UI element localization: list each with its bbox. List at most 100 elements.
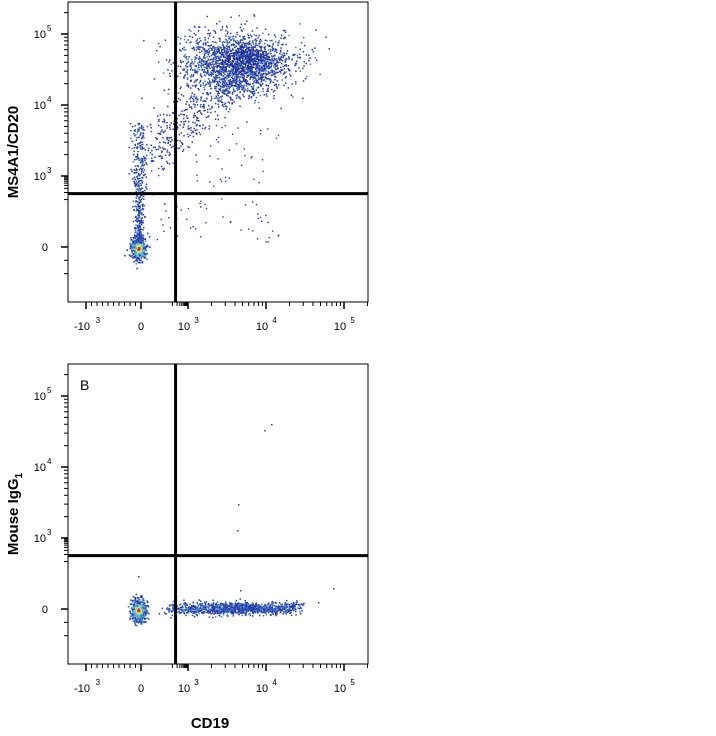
- event-dot: [133, 255, 135, 258]
- event-dot: [282, 613, 284, 615]
- event-dot: [144, 156, 146, 159]
- event-dot: [215, 138, 218, 141]
- event-dot: [258, 34, 261, 37]
- event-dot: [138, 183, 140, 185]
- event-dot: [136, 182, 138, 184]
- event-dot: [132, 607, 134, 609]
- event-dot: [161, 607, 164, 610]
- event-dot: [279, 607, 282, 609]
- event-dot: [135, 205, 137, 208]
- event-dot: [199, 37, 201, 39]
- event-dot: [227, 75, 230, 77]
- event-dot: [203, 74, 206, 76]
- event-dot: [285, 71, 287, 73]
- event-dot: [280, 58, 283, 61]
- event-dot: [144, 240, 147, 242]
- event-dot: [134, 614, 136, 616]
- event-dot: [172, 600, 175, 603]
- event-dot: [262, 79, 265, 81]
- event-dot: [140, 168, 143, 170]
- event-dot: [163, 121, 166, 124]
- event-dot: [198, 46, 201, 48]
- event-dot: [135, 243, 138, 246]
- event-dot: [283, 84, 285, 87]
- event-dot: [213, 76, 216, 79]
- event-dot: [256, 54, 258, 56]
- event-dot: [221, 602, 223, 605]
- event-dot: [266, 66, 268, 68]
- event-dot: [200, 97, 202, 99]
- event-dot: [239, 611, 241, 614]
- event-dot: [235, 94, 237, 97]
- event-dot: [228, 59, 230, 62]
- event-dot: [245, 55, 247, 57]
- event-dot: [291, 58, 294, 60]
- event-dot: [238, 62, 240, 64]
- event-dot: [282, 52, 285, 54]
- event-dot: [141, 147, 144, 149]
- event-dot: [190, 609, 193, 612]
- event-dot: [188, 606, 191, 608]
- event-dot: [233, 53, 235, 56]
- event-dot: [277, 62, 279, 64]
- event-dot: [257, 81, 259, 83]
- event-dot: [169, 128, 171, 131]
- event-dot: [138, 197, 140, 199]
- event-dot: [250, 96, 252, 99]
- event-dot: [211, 107, 213, 109]
- event-dot: [261, 62, 264, 65]
- event-dot: [141, 217, 143, 219]
- event-dot: [220, 85, 223, 87]
- event-dot: [262, 65, 264, 68]
- event-dot: [274, 78, 276, 81]
- event-dot: [234, 610, 236, 613]
- event-dot: [216, 55, 218, 58]
- event-dot: [246, 55, 249, 57]
- event-dot: [214, 55, 217, 58]
- event-dot: [238, 56, 241, 59]
- event-dot: [229, 108, 231, 110]
- event-dot: [189, 68, 192, 71]
- event-dot: [222, 62, 224, 64]
- event-dot: [261, 75, 263, 77]
- event-dot: [256, 81, 258, 84]
- event-dot: [257, 101, 260, 104]
- event-dot: [255, 39, 258, 42]
- event-dot: [234, 52, 236, 54]
- event-dot: [267, 610, 269, 613]
- event-dot: [141, 242, 144, 245]
- event-dot: [225, 58, 227, 61]
- event-dot: [168, 151, 170, 154]
- event-dot: [142, 621, 144, 624]
- event-dot: [222, 52, 224, 54]
- event-dot: [160, 218, 162, 221]
- event-dot: [251, 54, 254, 57]
- event-dot: [205, 83, 207, 86]
- event-dot: [283, 68, 286, 70]
- event-dot: [204, 611, 206, 613]
- event-dot: [222, 81, 224, 83]
- event-dot: [207, 29, 210, 31]
- event-dot: [142, 240, 144, 242]
- event-dot: [229, 92, 231, 94]
- event-dot: [185, 66, 187, 68]
- event-dot: [223, 63, 226, 65]
- event-dot: [196, 610, 198, 612]
- event-dot: [233, 77, 235, 80]
- event-dot: [139, 614, 141, 616]
- event-dot: [225, 70, 228, 72]
- event-dot: [217, 77, 220, 79]
- event-dot: [200, 200, 202, 203]
- event-dot: [177, 36, 179, 38]
- event-dot: [226, 606, 229, 608]
- event-dot: [131, 614, 133, 616]
- event-dot: [293, 604, 296, 607]
- event-dot: [137, 230, 140, 232]
- event-dot: [238, 613, 240, 615]
- event-dot: [239, 91, 241, 93]
- event-dot: [243, 607, 245, 610]
- event-dot: [132, 240, 134, 243]
- event-dot: [193, 61, 196, 63]
- event-dot: [218, 76, 221, 79]
- event-dot: [136, 232, 139, 234]
